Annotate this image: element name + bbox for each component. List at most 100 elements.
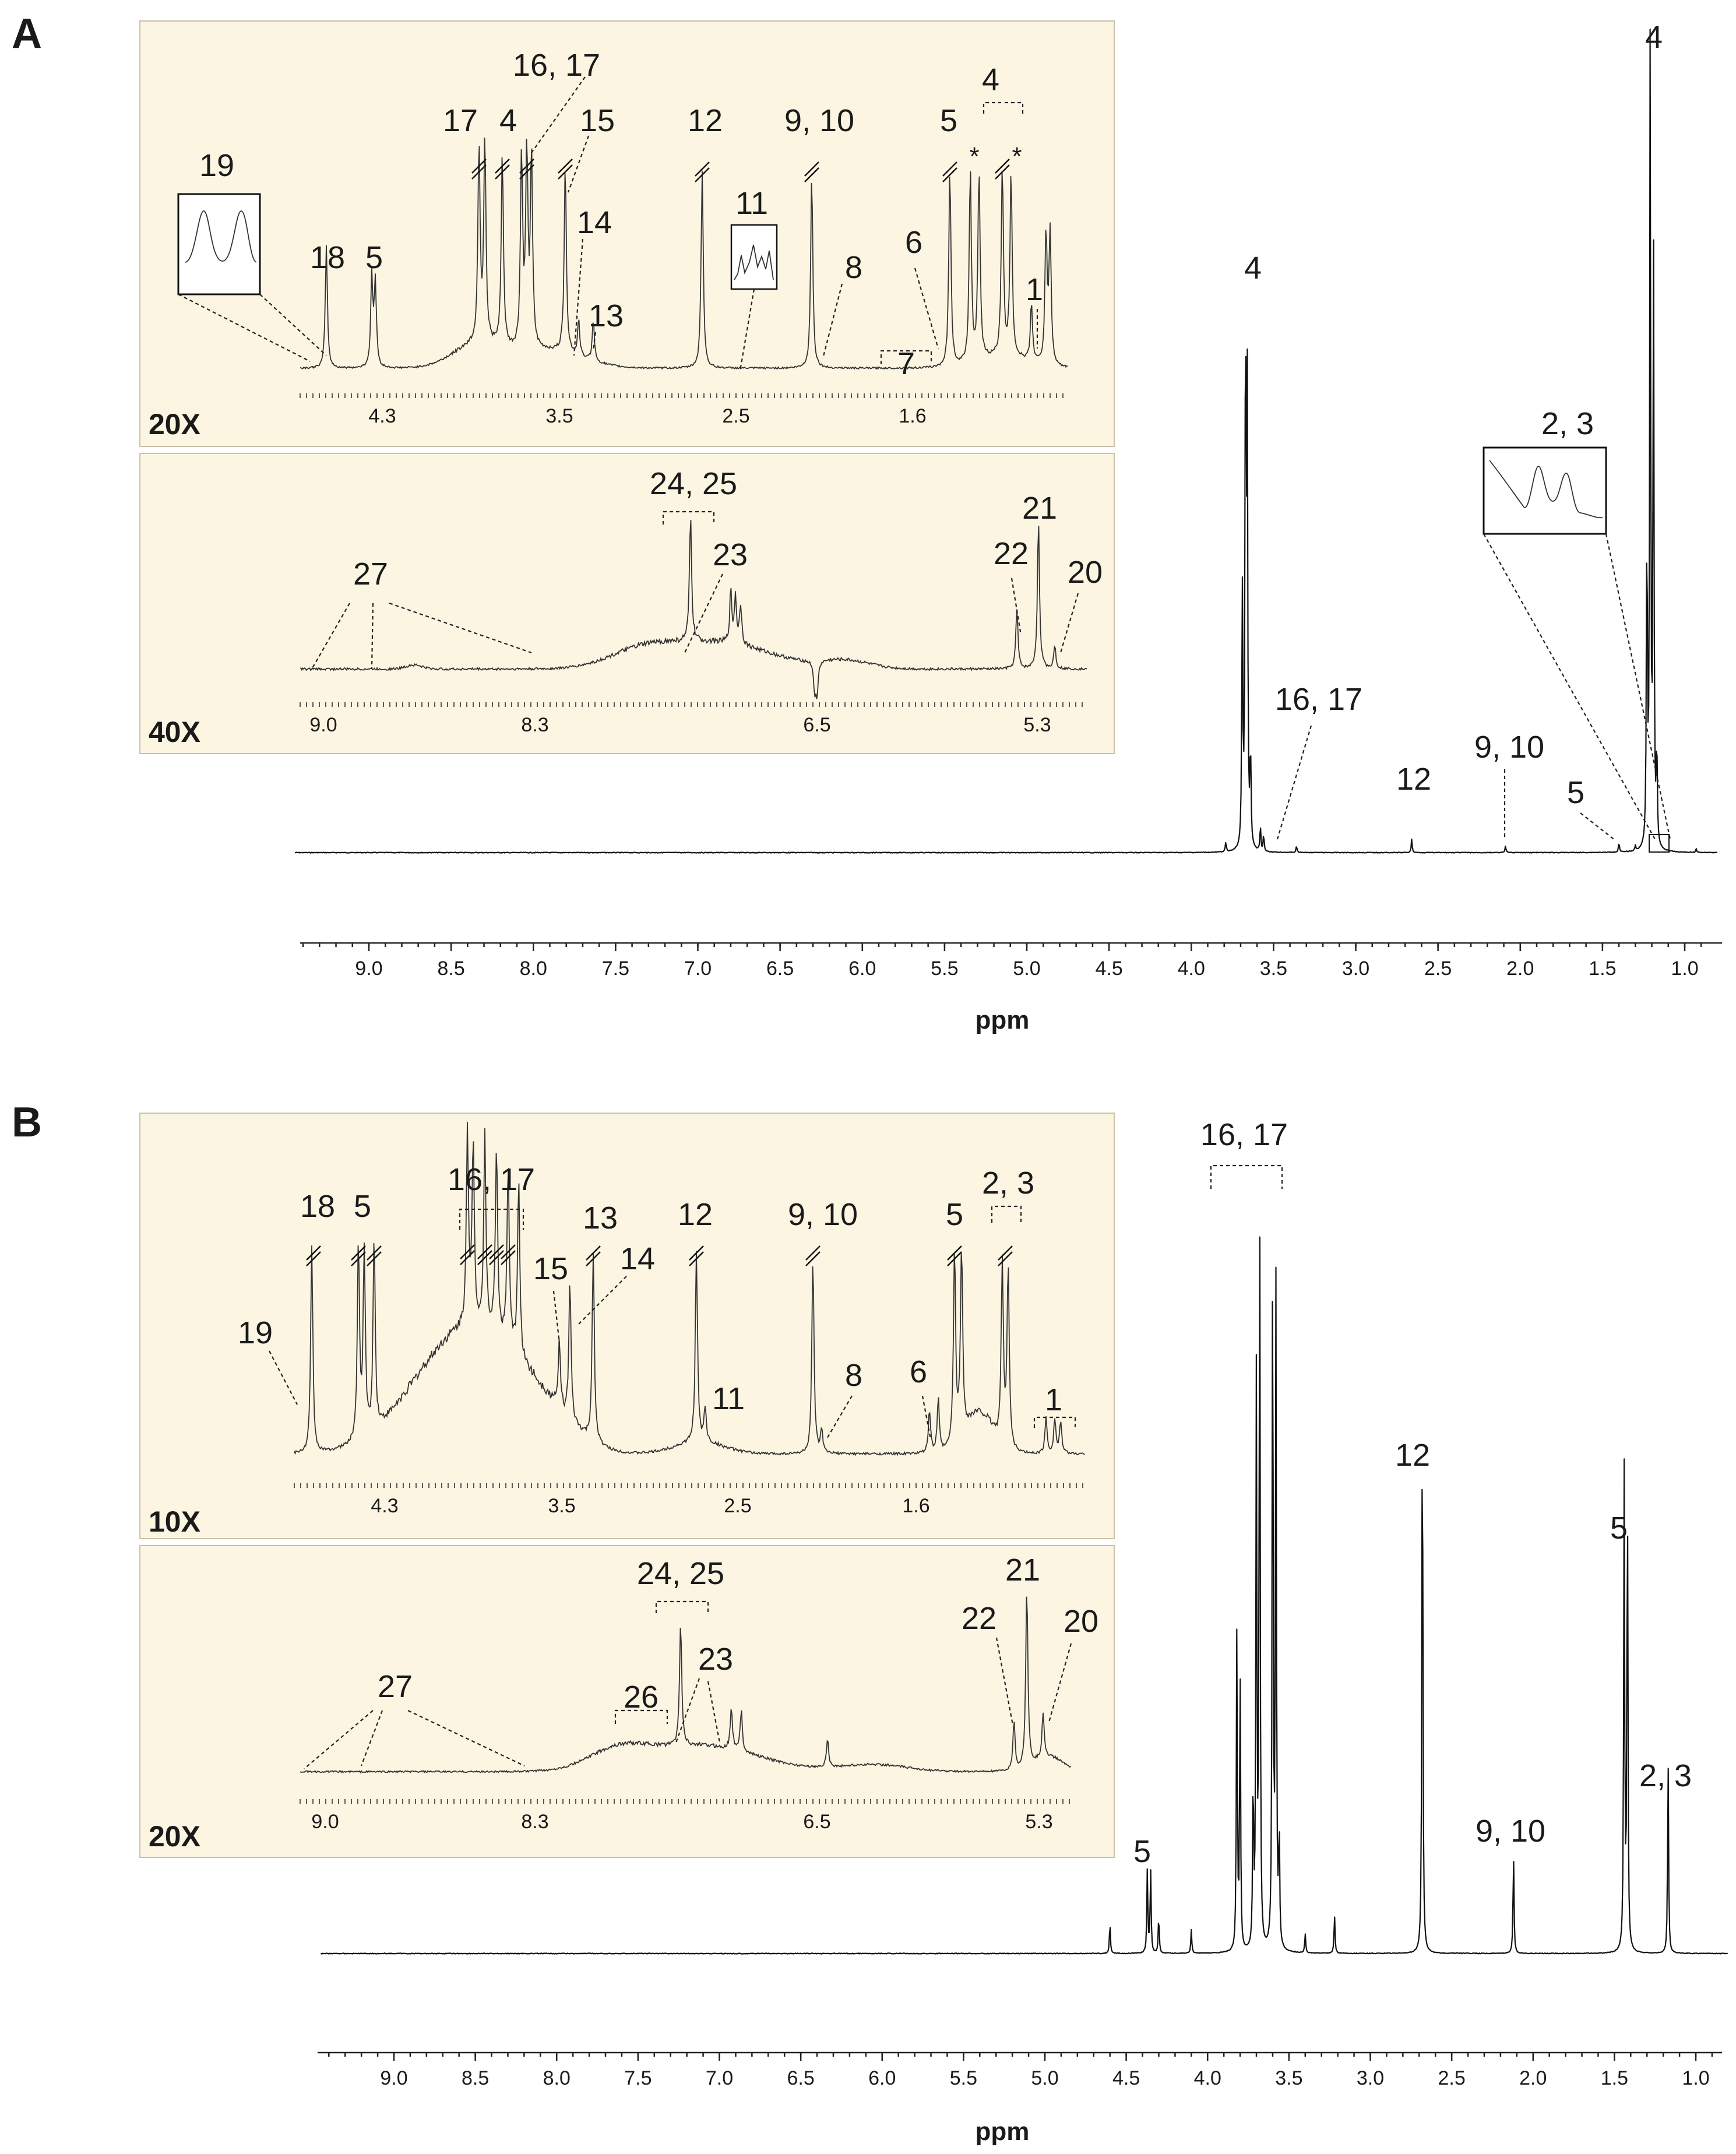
x-tick-label: 2.5	[1424, 958, 1452, 980]
panel-letter-b: B	[12, 1099, 42, 1146]
leader-line	[592, 332, 597, 350]
panel-a-inset2-axis: 9.0 8.3 6.5 5.3	[300, 702, 1083, 736]
inset-peak-label: *	[1012, 142, 1022, 171]
x-tick-label: 6.5	[787, 2067, 814, 2089]
inset-peak-label: 8	[845, 1358, 862, 1393]
inset-peak-label: 27	[353, 557, 388, 592]
inset-peak-label: 11	[735, 186, 768, 221]
inset-peak-label: 23	[713, 537, 748, 572]
bracket	[1210, 1164, 1283, 1189]
inset-tick-label: 8.3	[521, 1811, 548, 1833]
panel-a-peak-labels: 4 16, 17 12 9, 10 5 4	[1244, 20, 1663, 841]
panel-a-inset1-spectrum	[300, 138, 1068, 370]
inset-peak-label: 16, 17	[448, 1162, 535, 1197]
inset-peak-label: 15	[580, 103, 615, 138]
inset-peak-label: *	[969, 142, 979, 171]
panel-b-inset1-spectrum	[294, 1121, 1085, 1456]
x-tick-label: 6.0	[868, 2067, 896, 2089]
peak-label: 2, 3	[1639, 1758, 1692, 1793]
inset-peak-label: 27	[378, 1669, 413, 1704]
inset-tick-label: 2.5	[722, 405, 749, 427]
peak-label: 4	[1645, 20, 1663, 55]
inset-peak-label: 18	[300, 1189, 335, 1224]
x-tick-label: 9.0	[380, 2067, 407, 2089]
inset-tick-label: 1.6	[899, 405, 926, 427]
panel-b-peak-labels: 16, 17 12 5 2, 3 9, 10 5	[1133, 1117, 1692, 1869]
inset-tick-label: 9.0	[311, 1811, 339, 1833]
x-tick-label: 2.0	[1519, 2067, 1547, 2089]
x-tick-label: 4.5	[1112, 2067, 1140, 2089]
panel-b-spectrum	[321, 1236, 1728, 1955]
peak-label: 12	[1395, 1438, 1430, 1473]
peak-label: 4	[1244, 251, 1262, 286]
panel-a-spectrum	[294, 29, 1718, 854]
inset-peak-label: 16, 17	[513, 48, 600, 83]
x-tick-label: 8.5	[437, 958, 464, 980]
inset-peak-label: 15	[533, 1251, 568, 1286]
inset-peak-label: 7	[897, 346, 915, 381]
leader-line	[552, 1290, 561, 1344]
x-tick-label: 8.5	[462, 2067, 489, 2089]
x-tick-label: 3.0	[1342, 958, 1369, 980]
panel-a-inset2-magnification: 40X	[149, 716, 200, 748]
inset-peak-label: 9, 10	[784, 103, 854, 138]
panel-b-inset2-axis: 9.0 8.3 6.5 5.3	[300, 1799, 1070, 1833]
leader-line	[995, 1637, 1014, 1726]
x-tick-label: 1.0	[1671, 958, 1698, 980]
panel-a-inset1-magnification: 20X	[149, 408, 200, 441]
inset-peak-label: 1	[1045, 1382, 1062, 1417]
inset-peak-label: 13	[589, 298, 624, 333]
inset-tick-label: 6.5	[803, 714, 830, 736]
panel-a-inset2-spectrum	[300, 520, 1087, 699]
inset-peak-label: 5	[365, 240, 383, 275]
peak-label: 16, 17	[1200, 1117, 1288, 1152]
peak-label: 5	[1133, 1834, 1151, 1869]
inset-peak-label: 14	[577, 205, 612, 240]
inset-peak-label: 21	[1022, 491, 1057, 526]
leader-line	[675, 1678, 700, 1743]
inset-tick-label: 5.3	[1025, 1811, 1052, 1833]
leader-line	[826, 1395, 853, 1440]
inset-peak-label: 4	[499, 103, 517, 138]
inset-tick-label: 4.3	[368, 405, 396, 427]
x-tick-label: 5.5	[950, 2067, 977, 2089]
inset-peak-label: 5	[946, 1197, 963, 1232]
peak-label: 5	[1567, 775, 1584, 810]
inset-peak-label: 12	[688, 103, 723, 138]
leader-line	[1276, 725, 1312, 840]
leader-line	[530, 76, 586, 155]
x-tick-label: 3.5	[1260, 958, 1287, 980]
leader-line	[573, 238, 584, 356]
x-tick-label: 9.0	[355, 958, 382, 980]
peak-label: 9, 10	[1474, 730, 1544, 765]
peak-label: 16, 17	[1275, 682, 1362, 717]
panel-letter-a: A	[12, 10, 42, 57]
inset-peak-label: 18	[310, 240, 345, 275]
inset-tick-label: 3.5	[545, 405, 573, 427]
inset-peak-label: 17	[443, 103, 478, 138]
x-tick-label: 8.0	[543, 2067, 571, 2089]
leader-line	[1048, 1643, 1072, 1723]
inset-peak-label: 6	[905, 225, 922, 260]
inset-peak-label: 1	[1026, 272, 1043, 307]
x-tick-label: 3.0	[1357, 2067, 1384, 2089]
inset-peak-label: 24, 25	[637, 1556, 724, 1591]
x-tick-label: 2.0	[1506, 958, 1534, 980]
inset-peak-label: 24, 25	[650, 466, 737, 501]
leader-line	[914, 268, 939, 349]
panel-a-inset1-axis: 4.3 3.5 2.5 1.6	[300, 393, 1064, 427]
x-tick-label: 5.5	[931, 958, 958, 980]
inset-peak-label: 19	[238, 1315, 273, 1350]
inset-peak-label: 14	[620, 1241, 655, 1276]
x-tick-label: 2.5	[1438, 2067, 1465, 2089]
x-tick-label: 1.5	[1589, 958, 1616, 980]
inset-peak-label: 20	[1064, 1604, 1098, 1639]
peak-label: 5	[1610, 1511, 1628, 1546]
inset-peak-label: 12	[678, 1197, 713, 1232]
inset-peak-label: 5	[940, 103, 957, 138]
inset-peak-label: 9, 10	[788, 1197, 858, 1232]
inset-peak-label: 13	[583, 1201, 618, 1236]
leader-line	[360, 1710, 383, 1766]
panel-b-inset2-spectrum	[300, 1596, 1072, 1774]
